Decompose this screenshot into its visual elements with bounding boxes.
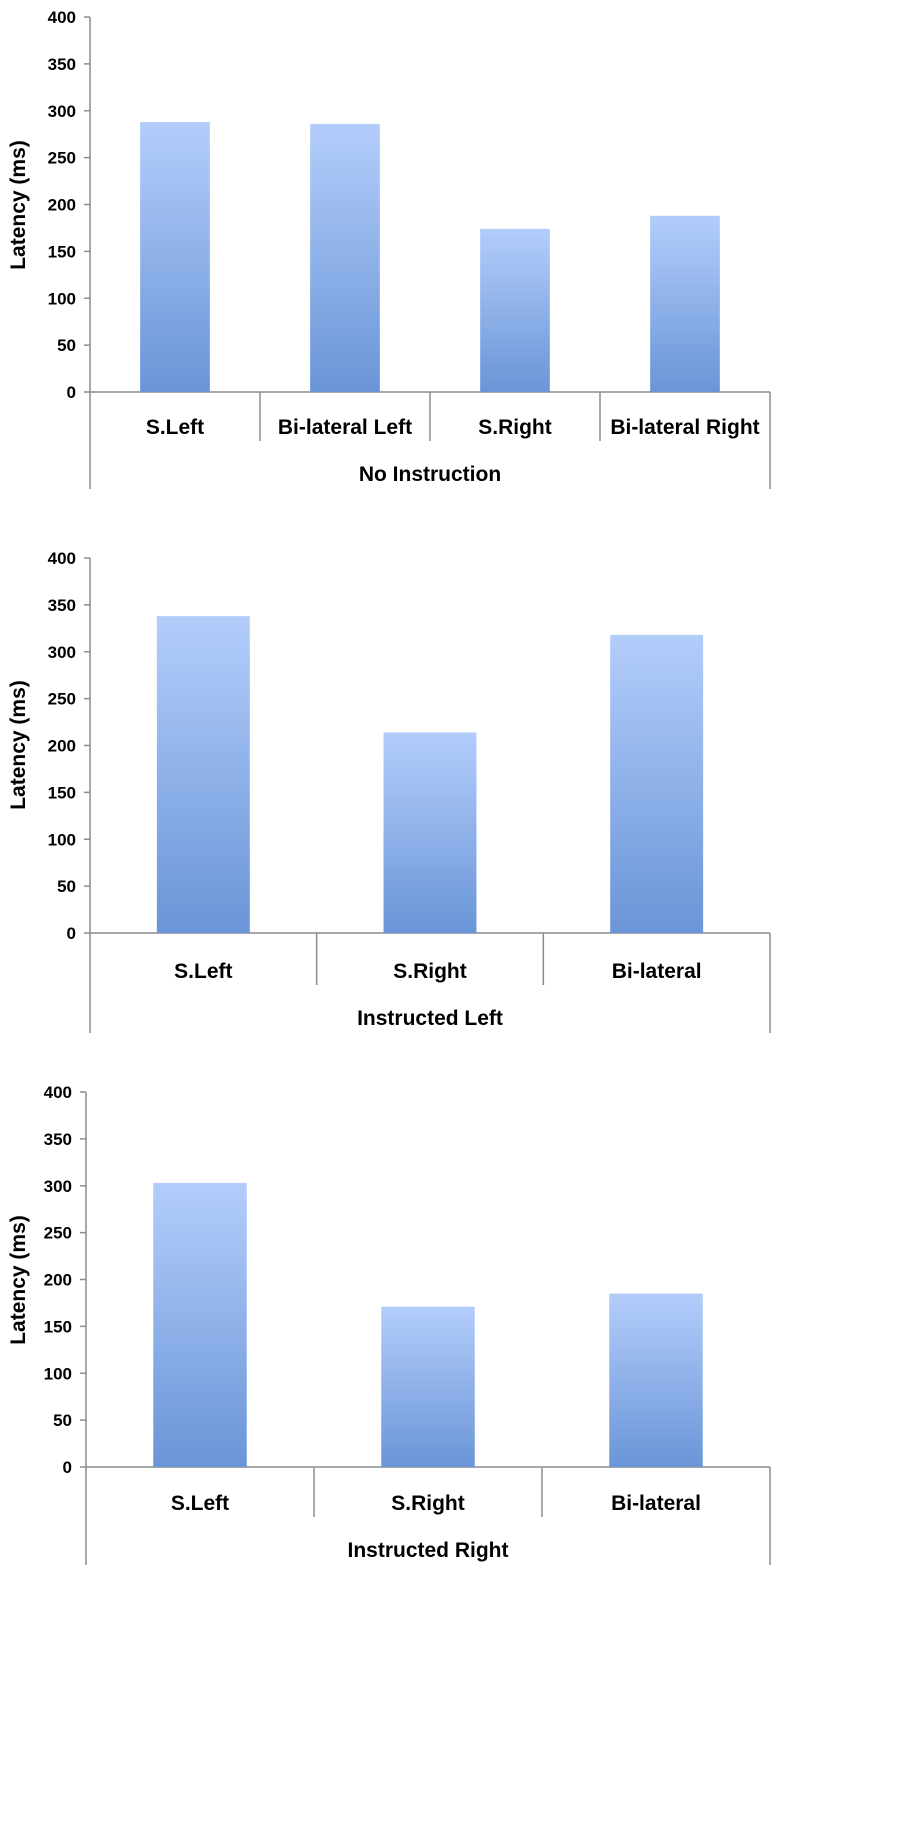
- y-tick-label: 50: [53, 1411, 72, 1430]
- y-tick-label: 300: [48, 102, 76, 121]
- group-label: Instructed Left: [357, 1007, 503, 1030]
- bar-bi-lateral: [609, 1293, 703, 1467]
- y-tick-label: 250: [48, 149, 76, 168]
- y-tick-label: 50: [57, 336, 76, 355]
- y-tick-label: 300: [48, 643, 76, 662]
- x-tick-label: Bi-lateral Left: [278, 416, 412, 439]
- x-tick-label: Bi-lateral: [611, 1492, 701, 1515]
- y-tick-label: 200: [48, 737, 76, 756]
- y-axis-label: Latency (ms): [7, 680, 30, 810]
- y-tick-label: 150: [48, 242, 76, 261]
- x-tick-label: Bi-lateral Right: [610, 416, 759, 439]
- y-tick-label: 250: [44, 1224, 72, 1243]
- y-tick-label: 100: [44, 1364, 72, 1383]
- group-label: No Instruction: [359, 463, 501, 486]
- x-tick-label: S.Right: [478, 416, 552, 439]
- x-tick-label: Bi-lateral: [612, 960, 702, 983]
- x-tick-label: S.Right: [391, 1492, 465, 1515]
- bar-s-right: [381, 1306, 475, 1467]
- y-tick-label: 250: [48, 690, 76, 709]
- y-tick-label: 200: [44, 1271, 72, 1290]
- y-tick-label: 100: [48, 830, 76, 849]
- y-tick-label: 100: [48, 289, 76, 308]
- bar-bi-lateral-right: [650, 215, 720, 392]
- bar-bi-lateral-left: [310, 123, 380, 392]
- y-tick-label: 300: [44, 1177, 72, 1196]
- x-tick-label: S.Left: [171, 1492, 229, 1515]
- y-axis-label: Latency (ms): [7, 1215, 30, 1345]
- x-tick-label: S.Left: [174, 960, 232, 983]
- bar-s-right: [383, 732, 477, 933]
- group-label: Instructed Right: [348, 1539, 509, 1562]
- y-tick-label: 400: [48, 549, 76, 568]
- bar-s-left: [140, 122, 210, 392]
- y-tick-label: 0: [67, 383, 76, 402]
- bar-s-left: [156, 616, 250, 933]
- y-tick-label: 150: [44, 1317, 72, 1336]
- y-tick-label: 400: [48, 8, 76, 27]
- y-tick-label: 0: [67, 924, 76, 943]
- bar-bi-lateral: [610, 634, 704, 933]
- y-tick-label: 0: [63, 1458, 72, 1477]
- bar-s-right: [480, 228, 550, 392]
- y-tick-label: 200: [48, 196, 76, 215]
- y-axis-label: Latency (ms): [7, 140, 30, 270]
- y-tick-label: 350: [48, 55, 76, 74]
- y-tick-label: 50: [57, 877, 76, 896]
- bar-s-left: [153, 1182, 247, 1467]
- y-tick-label: 350: [44, 1130, 72, 1149]
- y-tick-label: 400: [44, 1083, 72, 1102]
- x-tick-label: S.Right: [393, 960, 467, 983]
- y-tick-label: 150: [48, 783, 76, 802]
- y-tick-label: 350: [48, 596, 76, 615]
- x-tick-label: S.Left: [146, 416, 204, 439]
